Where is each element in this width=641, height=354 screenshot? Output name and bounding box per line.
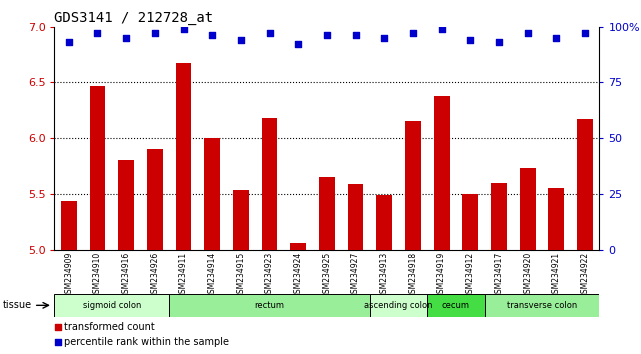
Text: percentile rank within the sample: percentile rank within the sample <box>64 337 229 348</box>
Point <box>494 39 504 45</box>
Bar <box>462 194 478 354</box>
Text: transformed count: transformed count <box>64 321 155 332</box>
Bar <box>428 294 485 317</box>
Text: GSM234911: GSM234911 <box>179 252 188 298</box>
Bar <box>176 63 192 354</box>
Point <box>293 41 303 47</box>
Point <box>53 340 63 346</box>
Text: GSM234923: GSM234923 <box>265 252 274 298</box>
Point <box>150 30 160 36</box>
Bar <box>319 177 335 354</box>
Point <box>437 26 447 32</box>
Point <box>379 35 389 41</box>
Text: tissue: tissue <box>3 300 32 310</box>
Bar <box>577 119 593 354</box>
Text: GSM234925: GSM234925 <box>322 252 331 298</box>
Text: GSM234920: GSM234920 <box>523 252 532 298</box>
Point <box>408 30 418 36</box>
Point <box>207 33 217 38</box>
Bar <box>61 200 77 354</box>
Text: sigmoid colon: sigmoid colon <box>83 301 141 310</box>
Text: GSM234910: GSM234910 <box>93 252 102 298</box>
Text: GSM234918: GSM234918 <box>408 252 417 298</box>
Text: rectum: rectum <box>254 301 285 310</box>
Text: GDS3141 / 212728_at: GDS3141 / 212728_at <box>54 11 213 25</box>
Bar <box>549 188 564 354</box>
Text: cecum: cecum <box>442 301 470 310</box>
Point <box>465 37 476 43</box>
Bar <box>262 118 278 354</box>
Text: GSM234926: GSM234926 <box>151 252 160 298</box>
Point <box>63 39 74 45</box>
Point <box>580 30 590 36</box>
Point <box>53 324 63 329</box>
Bar <box>491 183 507 354</box>
Bar <box>347 184 363 354</box>
Bar <box>485 294 599 317</box>
Bar <box>119 160 134 354</box>
Text: GSM234919: GSM234919 <box>437 252 446 298</box>
Text: GSM234914: GSM234914 <box>208 252 217 298</box>
Bar <box>147 149 163 354</box>
Bar <box>204 138 220 354</box>
Text: GSM234909: GSM234909 <box>64 252 73 298</box>
Point <box>92 30 103 36</box>
Text: GSM234927: GSM234927 <box>351 252 360 298</box>
Bar <box>376 195 392 354</box>
Bar <box>434 96 449 354</box>
Point <box>121 35 131 41</box>
Bar <box>520 168 535 354</box>
Bar <box>169 294 370 317</box>
Bar <box>54 294 169 317</box>
Point <box>551 35 562 41</box>
Point <box>351 33 361 38</box>
Text: GSM234916: GSM234916 <box>122 252 131 298</box>
Point <box>265 30 275 36</box>
Text: GSM234915: GSM234915 <box>237 252 246 298</box>
Bar <box>233 190 249 354</box>
Text: GSM234917: GSM234917 <box>494 252 503 298</box>
Bar <box>90 86 105 354</box>
Text: GSM234924: GSM234924 <box>294 252 303 298</box>
Text: GSM234921: GSM234921 <box>552 252 561 298</box>
Text: GSM234922: GSM234922 <box>581 252 590 298</box>
Point <box>522 30 533 36</box>
Text: transverse colon: transverse colon <box>507 301 577 310</box>
Text: ascending colon: ascending colon <box>364 301 433 310</box>
Bar <box>370 294 428 317</box>
Bar <box>405 121 421 354</box>
Bar <box>290 243 306 354</box>
Text: GSM234912: GSM234912 <box>466 252 475 298</box>
Point <box>236 37 246 43</box>
Point <box>322 33 332 38</box>
Text: GSM234913: GSM234913 <box>379 252 388 298</box>
Point <box>178 26 188 32</box>
